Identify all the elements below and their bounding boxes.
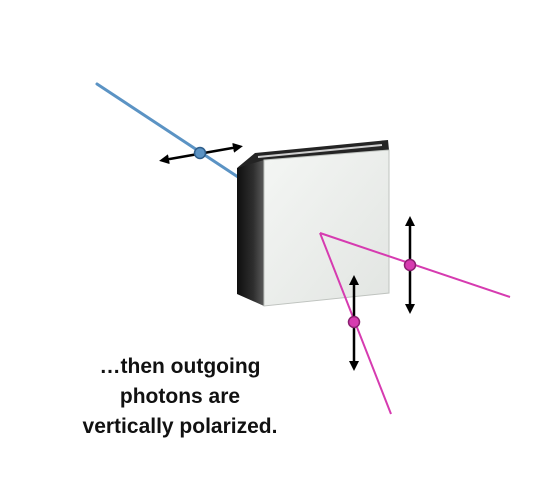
crystal-front-face [263, 149, 390, 307]
polarizer-crystal [237, 140, 390, 307]
caption-line-1: …then outgoing [99, 355, 261, 378]
outgoing-photon-dot-lower [347, 315, 361, 329]
crystal-top-highlight [257, 144, 383, 158]
crystal-side-face [237, 158, 264, 306]
caption-line-2: photons are [119, 385, 241, 408]
incoming-photon-dot [193, 146, 207, 160]
incoming-beam [95, 82, 240, 179]
caption-line-3: vertically polarized. [82, 415, 278, 438]
outgoing-photon-dot-upper [403, 258, 417, 272]
